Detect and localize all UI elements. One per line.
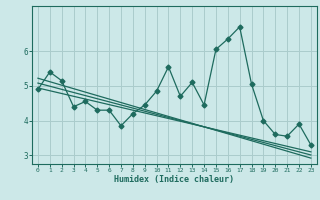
X-axis label: Humidex (Indice chaleur): Humidex (Indice chaleur) [115,175,234,184]
